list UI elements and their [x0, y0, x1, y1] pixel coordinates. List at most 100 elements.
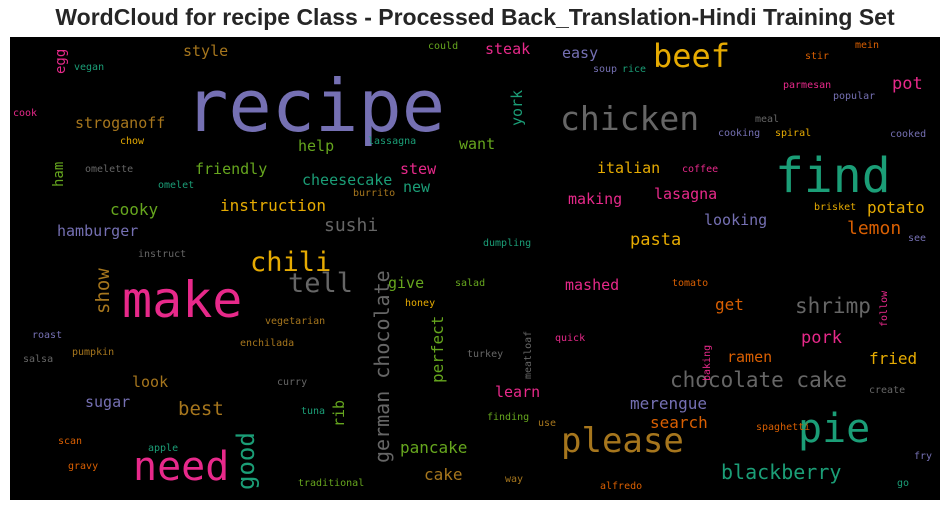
word-follow: follow — [879, 290, 890, 327]
word-go: go — [897, 478, 910, 489]
word-recipe: recipe — [185, 64, 446, 148]
word-vegan: vegan — [74, 62, 105, 73]
word-ramen: ramen — [727, 348, 773, 366]
word-tuna: tuna — [301, 406, 326, 417]
word-curry: curry — [277, 377, 308, 388]
word-cooky: cooky — [110, 200, 159, 219]
word-instruction: instruction — [220, 196, 326, 215]
word-beef: beef — [653, 37, 731, 75]
word-pumpkin: pumpkin — [72, 347, 115, 358]
word-give: give — [388, 274, 425, 292]
word-lemon: lemon — [847, 218, 902, 239]
word-cooking: cooking — [718, 128, 761, 139]
word-mashed: mashed — [565, 276, 620, 294]
word-vegetarian: vegetarian — [265, 316, 326, 327]
word-omelet: omelet — [158, 180, 195, 191]
word-merengue: merengue — [630, 394, 708, 413]
word-stew: stew — [400, 160, 437, 178]
word-pasta: pasta — [630, 230, 682, 250]
word-cloud: recipe make find chicken beef need pie please ch… — [10, 37, 940, 500]
word-traditional: traditional — [298, 478, 365, 489]
word-enchilada: enchilada — [240, 338, 295, 349]
word-omelette: omelette — [85, 164, 134, 175]
chart-title: WordCloud for recipe Class - Processed B… — [55, 4, 895, 30]
word-german-chocolate: german chocolate — [370, 270, 394, 463]
word-spiral: spiral — [775, 128, 812, 139]
word-honey: honey — [405, 298, 436, 309]
word-help: help — [298, 137, 335, 155]
word-looking: looking — [704, 211, 768, 229]
word-pancake: pancake — [400, 438, 468, 457]
word-fry: fry — [914, 451, 933, 462]
word-search: search — [650, 413, 708, 432]
word-pork: pork — [801, 328, 842, 348]
word-hamburger: hamburger — [57, 222, 139, 240]
word-soup: soup — [593, 64, 618, 75]
word-meatloaf: meatloaf — [523, 330, 534, 379]
word-good: good — [232, 432, 260, 490]
word-could: could — [428, 41, 459, 52]
word-new: new — [403, 178, 431, 196]
word-popular: popular — [833, 91, 876, 102]
word-york: york — [508, 89, 526, 126]
word-mein: mein — [855, 40, 880, 51]
word-steak: steak — [485, 40, 531, 58]
word-instruct: instruct — [138, 249, 187, 260]
word-tomato: tomato — [672, 278, 709, 289]
word-sushi: sushi — [324, 215, 379, 236]
word-roast: roast — [32, 330, 63, 341]
word-rib: rib — [330, 399, 348, 427]
word-potato: potato — [867, 198, 925, 217]
word-friendly: friendly — [195, 160, 268, 178]
word-ham: ham — [51, 161, 67, 187]
word-turkey: turkey — [467, 349, 504, 360]
word-easy: easy — [562, 44, 599, 62]
word-way: way — [505, 474, 524, 485]
word-use: use — [538, 418, 557, 429]
word-style: style — [183, 42, 229, 60]
word-want: want — [459, 135, 496, 153]
word-learn: learn — [495, 383, 541, 401]
word-alfredo: alfredo — [600, 481, 643, 492]
word-chow: chow — [120, 136, 145, 147]
word-chicken: chicken — [560, 99, 700, 138]
word-create: create — [869, 385, 906, 396]
word-rice: rice — [622, 64, 647, 75]
word-apple: apple — [148, 443, 179, 454]
word-shrimp: shrimp — [795, 294, 871, 318]
word-quick: quick — [555, 333, 586, 344]
word-cooked: cooked — [890, 129, 927, 140]
word-get: get — [715, 295, 744, 314]
word-gravy: gravy — [68, 461, 99, 472]
word-chili: chili — [250, 247, 332, 278]
word-blackberry: blackberry — [721, 460, 842, 484]
word-cake: cake — [424, 465, 463, 484]
word-pot: pot — [892, 74, 923, 94]
word-fried: fried — [869, 349, 918, 368]
word-find: find — [775, 148, 891, 204]
word-egg: egg — [53, 48, 69, 74]
word-italian: italian — [597, 159, 661, 177]
word-make: make — [122, 271, 243, 329]
word-cook: cook — [13, 108, 38, 119]
word-making: making — [568, 190, 623, 208]
word-need: need — [133, 444, 230, 490]
word-dumpling: dumpling — [483, 238, 532, 249]
word-scan: scan — [58, 436, 83, 447]
word-stir: stir — [805, 51, 830, 62]
word-burrito: burrito — [353, 188, 396, 199]
word-salad: salad — [455, 278, 486, 289]
word-lassagna: lassagna — [368, 136, 417, 147]
word-meal: meal — [755, 114, 780, 125]
word-brisket: brisket — [814, 202, 857, 213]
word-perfect: perfect — [428, 315, 447, 383]
word-tell: tell — [288, 268, 354, 299]
word-lasagna: lasagna — [654, 185, 718, 203]
word-see: see — [908, 233, 927, 244]
word-stroganoff: stroganoff — [75, 114, 166, 132]
word-finding: finding — [487, 412, 530, 423]
word-spaghetti: spaghetti — [756, 422, 811, 433]
word-salsa: salsa — [23, 354, 54, 365]
word-parmesan: parmesan — [783, 80, 832, 91]
word-sugar: sugar — [85, 393, 131, 411]
